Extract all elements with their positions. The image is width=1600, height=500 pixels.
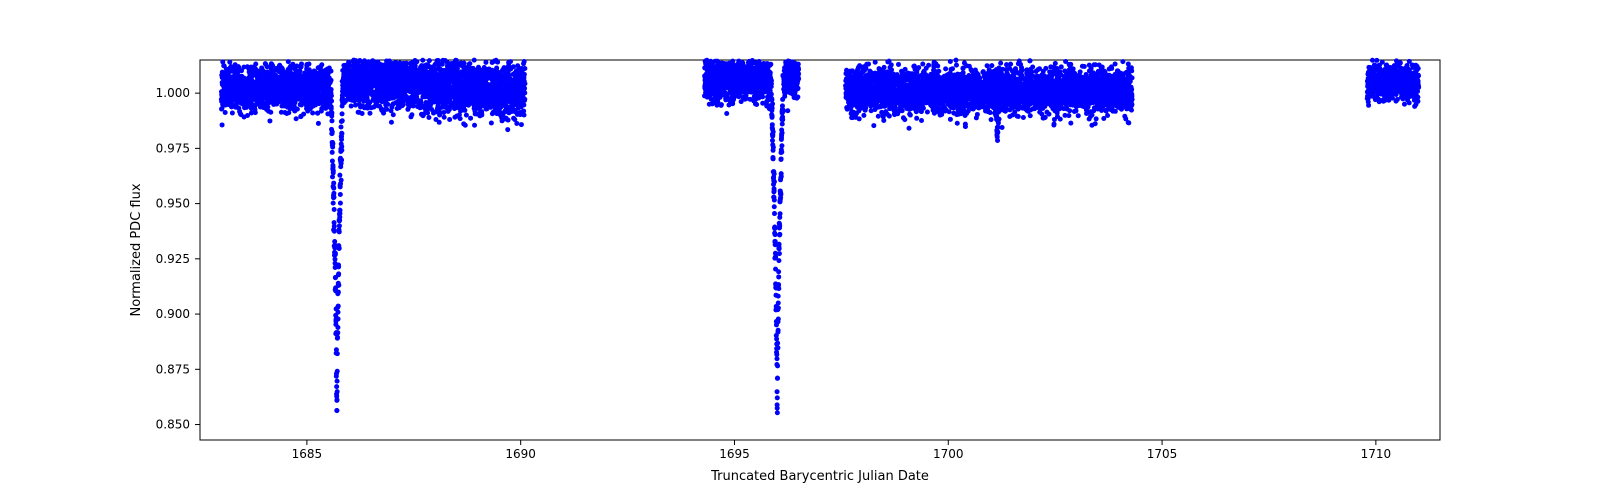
x-axis-label: Truncated Barycentric Julian Date (710, 469, 929, 484)
data-point (768, 62, 773, 67)
data-point (367, 111, 372, 116)
data-point (522, 97, 527, 102)
data-point (522, 90, 527, 95)
plot-border (200, 60, 1440, 440)
x-tick-label: 1690 (505, 447, 536, 461)
data-point (295, 107, 300, 112)
data-point (505, 127, 510, 132)
light-curve-chart: 1685 1690 1695 1700 1705 1710 0.850 0.875 0.900 0… (0, 0, 1600, 500)
data-point (522, 86, 527, 91)
data-point (495, 60, 500, 65)
data-point (462, 108, 467, 113)
data-point (267, 118, 272, 123)
data-point (265, 104, 270, 109)
data-point (458, 116, 463, 121)
data-point (521, 102, 526, 107)
data-point (796, 62, 801, 67)
data-point (319, 62, 324, 67)
data-point (489, 121, 494, 126)
data-point (866, 62, 871, 67)
data-point (409, 112, 414, 117)
data-point (389, 120, 394, 125)
data-point (268, 110, 273, 115)
data-point (506, 118, 511, 123)
data-point (760, 94, 765, 99)
data-point (796, 76, 801, 81)
data-point (472, 58, 477, 63)
data-point (306, 62, 311, 67)
data-point (414, 59, 419, 64)
y-tick-label: 0.850 (156, 418, 190, 432)
y-tick-label: 0.950 (156, 197, 190, 211)
data-point (785, 108, 790, 113)
data-point (522, 81, 527, 86)
data-point (754, 102, 759, 107)
data-point (299, 61, 304, 66)
data-point (391, 112, 396, 117)
data-point (768, 70, 773, 75)
data-point (857, 116, 862, 121)
y-tick-label: 1.000 (156, 86, 190, 100)
data-point (522, 72, 527, 77)
data-point (447, 117, 452, 122)
data-point (442, 115, 447, 120)
data-point (861, 113, 866, 118)
data-point (464, 113, 469, 118)
data-point (522, 59, 527, 64)
y-tick-label: 0.925 (156, 252, 190, 266)
chart-svg: 1685 1690 1695 1700 1705 1710 0.850 0.875 0.900 0… (0, 0, 1600, 500)
data-point (514, 121, 519, 126)
data-point (437, 120, 442, 125)
data-point (472, 123, 477, 128)
data-point (420, 58, 425, 63)
data-point (441, 110, 446, 115)
y-tick-label: 0.900 (156, 307, 190, 321)
data-point (227, 60, 232, 65)
data-point (463, 123, 468, 128)
data-point (795, 95, 800, 100)
x-tick-label: 1695 (719, 447, 750, 461)
data-point (223, 110, 228, 115)
data-point (220, 122, 225, 127)
data-point (796, 71, 801, 76)
data-point (316, 121, 321, 126)
data-point (385, 102, 390, 107)
data-point (796, 86, 801, 91)
data-point (360, 111, 365, 116)
data-point (426, 115, 431, 120)
data-point (310, 110, 315, 115)
data-point (349, 104, 354, 109)
data-point (508, 59, 513, 64)
data-point (483, 60, 488, 65)
data-point (253, 62, 258, 67)
y-tick-label: 0.875 (156, 362, 190, 376)
data-point (522, 66, 527, 71)
x-tick-label: 1700 (933, 447, 964, 461)
data-point (294, 116, 299, 121)
data-point (467, 61, 472, 66)
x-tick-label: 1685 (292, 447, 323, 461)
y-tick-label: 0.975 (156, 141, 190, 155)
data-point (301, 112, 306, 117)
data-point (519, 122, 524, 127)
data-point (253, 110, 258, 115)
x-tick-label: 1705 (1147, 447, 1178, 461)
data-point (425, 110, 430, 115)
y-axis-label: Normalized PDC flux (129, 183, 144, 316)
data-point (479, 112, 484, 117)
data-point (230, 111, 235, 116)
data-point (462, 61, 467, 66)
data-point (468, 116, 473, 121)
scatter-points (219, 58, 1421, 416)
x-tick-label: 1710 (1361, 447, 1392, 461)
data-point (427, 58, 432, 63)
data-point (511, 64, 516, 69)
data-point (724, 111, 729, 116)
data-point (286, 59, 291, 64)
data-point (384, 107, 389, 112)
data-point (522, 113, 527, 118)
data-point (719, 102, 724, 107)
